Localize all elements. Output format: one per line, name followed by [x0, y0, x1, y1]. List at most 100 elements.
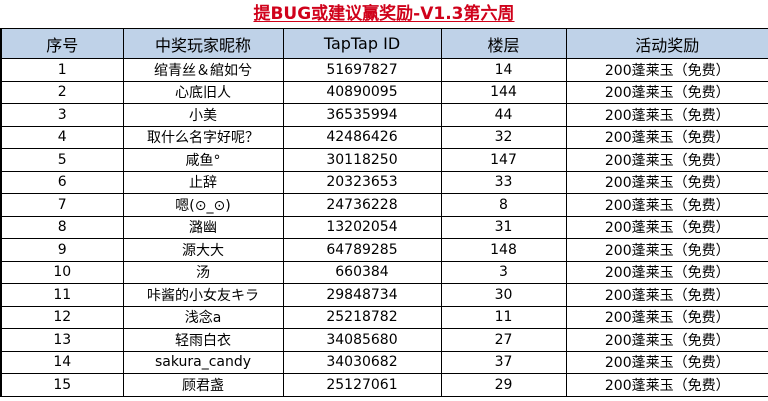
table-row: 4 取什么名字好呢？ 42486426 32 200蓬莱玉（免费）: [0, 125, 768, 149]
cell-index: 11: [0, 283, 124, 307]
cell-floor: 31: [440, 215, 567, 239]
table-row: 11 咔酱的小女友キラ 29848734 30 200蓬莱玉（免费）: [0, 283, 768, 307]
cell-floor: 148: [440, 238, 567, 262]
table-row: 3 小美 36535994 44 200蓬莱玉（免费）: [0, 103, 768, 127]
cell-reward: 200蓬莱玉（免费）: [565, 350, 768, 374]
cell-nickname: 嗯(⊙_⊙): [122, 193, 284, 217]
cell-reward: 200蓬莱玉（免费）: [565, 58, 768, 82]
header-nickname: 中奖玩家昵称: [122, 29, 284, 59]
cell-nickname: 止辞: [122, 170, 284, 194]
table-row: 13 轻雨白衣 34085680 27 200蓬莱玉（免费）: [0, 328, 768, 352]
cell-taptap-id: 29848734: [282, 283, 442, 307]
cell-index: 10: [0, 260, 124, 284]
table-row: 8 潞幽 13202054 31 200蓬莱玉（免费）: [0, 215, 768, 239]
cell-reward: 200蓬莱玉（免费）: [565, 238, 768, 262]
cell-floor: 30: [440, 283, 567, 307]
cell-nickname: 小美: [122, 103, 284, 127]
cell-index: 7: [0, 193, 124, 217]
cell-index: 6: [0, 170, 124, 194]
cell-nickname: 顾君盏: [122, 373, 284, 397]
table-row: 10 汤 660384 3 200蓬莱玉（免费）: [0, 260, 768, 284]
cell-nickname: sakura_candy: [122, 350, 284, 374]
cell-nickname: 潞幽: [122, 215, 284, 239]
cell-nickname: 取什么名字好呢？: [122, 125, 284, 149]
table-row: 2 心底旧人 40890095 144 200蓬莱玉（免费）: [0, 80, 768, 104]
cell-floor: 33: [440, 170, 567, 194]
sheet-title: 提BUG或建议赢奖励-V1.3第六周: [0, 0, 768, 29]
table-row: 14 sakura_candy 34030682 37 200蓬莱玉（免费）: [0, 350, 768, 374]
cell-nickname: 绾青丝＆綰如兮: [122, 58, 284, 82]
cell-floor: 3: [440, 260, 567, 284]
cell-floor: 29: [440, 373, 567, 397]
cell-reward: 200蓬莱玉（免费）: [565, 328, 768, 352]
cell-floor: 32: [440, 125, 567, 149]
cell-index: 13: [0, 328, 124, 352]
cell-nickname: 轻雨白衣: [122, 328, 284, 352]
cell-taptap-id: 64789285: [282, 238, 442, 262]
table-row: 5 咸鱼° 30118250 147 200蓬莱玉（免费）: [0, 148, 768, 172]
cell-taptap-id: 40890095: [282, 80, 442, 104]
cell-reward: 200蓬莱玉（免费）: [565, 215, 768, 239]
cell-floor: 44: [440, 103, 567, 127]
cell-taptap-id: 34085680: [282, 328, 442, 352]
table-row: 9 源大大 64789285 148 200蓬莱玉（免费）: [0, 238, 768, 262]
cell-index: 3: [0, 103, 124, 127]
header-reward: 活动奖励: [565, 29, 768, 59]
cell-index: 2: [0, 80, 124, 104]
cell-reward: 200蓬莱玉（免费）: [565, 80, 768, 104]
header-taptap-id: TapTap ID: [282, 29, 442, 59]
cell-floor: 11: [440, 305, 567, 329]
cell-floor: 144: [440, 80, 567, 104]
cell-nickname: 心底旧人: [122, 80, 284, 104]
cell-reward: 200蓬莱玉（免费）: [565, 305, 768, 329]
winners-table: 序号 中奖玩家昵称 TapTap ID 楼层 活动奖励 1 绾青丝＆綰如兮 5169…: [0, 29, 768, 397]
cell-taptap-id: 42486426: [282, 125, 442, 149]
cell-reward: 200蓬莱玉（免费）: [565, 103, 768, 127]
cell-reward: 200蓬莱玉（免费）: [565, 193, 768, 217]
cell-index: 14: [0, 350, 124, 374]
table-row: 7 嗯(⊙_⊙) 24736228 8 200蓬莱玉（免费）: [0, 193, 768, 217]
cell-taptap-id: 51697827: [282, 58, 442, 82]
cell-index: 5: [0, 148, 124, 172]
cell-nickname: 汤: [122, 260, 284, 284]
table-body: 1 绾青丝＆綰如兮 51697827 14 200蓬莱玉（免费） 2 心底旧人 4089009…: [0, 58, 768, 397]
cell-floor: 37: [440, 350, 567, 374]
cell-nickname: 咸鱼°: [122, 148, 284, 172]
cell-reward: 200蓬莱玉（免费）: [565, 148, 768, 172]
cell-reward: 200蓬莱玉（免费）: [565, 373, 768, 397]
cell-floor: 8: [440, 193, 567, 217]
cell-taptap-id: 20323653: [282, 170, 442, 194]
cell-index: 15: [0, 373, 124, 397]
table-row: 15 顾君盏 25127061 29 200蓬莱玉（免费）: [0, 373, 768, 397]
header-floor: 楼层: [440, 29, 567, 59]
cell-nickname: 咔酱的小女友キラ: [122, 283, 284, 307]
cell-taptap-id: 13202054: [282, 215, 442, 239]
cell-taptap-id: 30118250: [282, 148, 442, 172]
header-index: 序号: [0, 29, 124, 59]
cell-index: 4: [0, 125, 124, 149]
cell-reward: 200蓬莱玉（免费）: [565, 260, 768, 284]
table-row: 6 止辞 20323653 33 200蓬莱玉（免费）: [0, 170, 768, 194]
cell-nickname: 浅念a: [122, 305, 284, 329]
cell-taptap-id: 25127061: [282, 373, 442, 397]
header-row: 序号 中奖玩家昵称 TapTap ID 楼层 活动奖励: [0, 29, 768, 59]
cell-nickname: 源大大: [122, 238, 284, 262]
cell-index: 1: [0, 58, 124, 82]
cell-taptap-id: 660384: [282, 260, 442, 284]
cell-floor: 147: [440, 148, 567, 172]
cell-index: 9: [0, 238, 124, 262]
cell-reward: 200蓬莱玉（免费）: [565, 283, 768, 307]
cell-taptap-id: 24736228: [282, 193, 442, 217]
cell-taptap-id: 25218782: [282, 305, 442, 329]
cell-floor: 27: [440, 328, 567, 352]
table-row: 12 浅念a 25218782 11 200蓬莱玉（免费）: [0, 305, 768, 329]
cell-index: 8: [0, 215, 124, 239]
table-row: 1 绾青丝＆綰如兮 51697827 14 200蓬莱玉（免费）: [0, 58, 768, 82]
cell-index: 12: [0, 305, 124, 329]
cell-reward: 200蓬莱玉（免费）: [565, 170, 768, 194]
cell-taptap-id: 36535994: [282, 103, 442, 127]
cell-taptap-id: 34030682: [282, 350, 442, 374]
cell-floor: 14: [440, 58, 567, 82]
cell-reward: 200蓬莱玉（免费）: [565, 125, 768, 149]
